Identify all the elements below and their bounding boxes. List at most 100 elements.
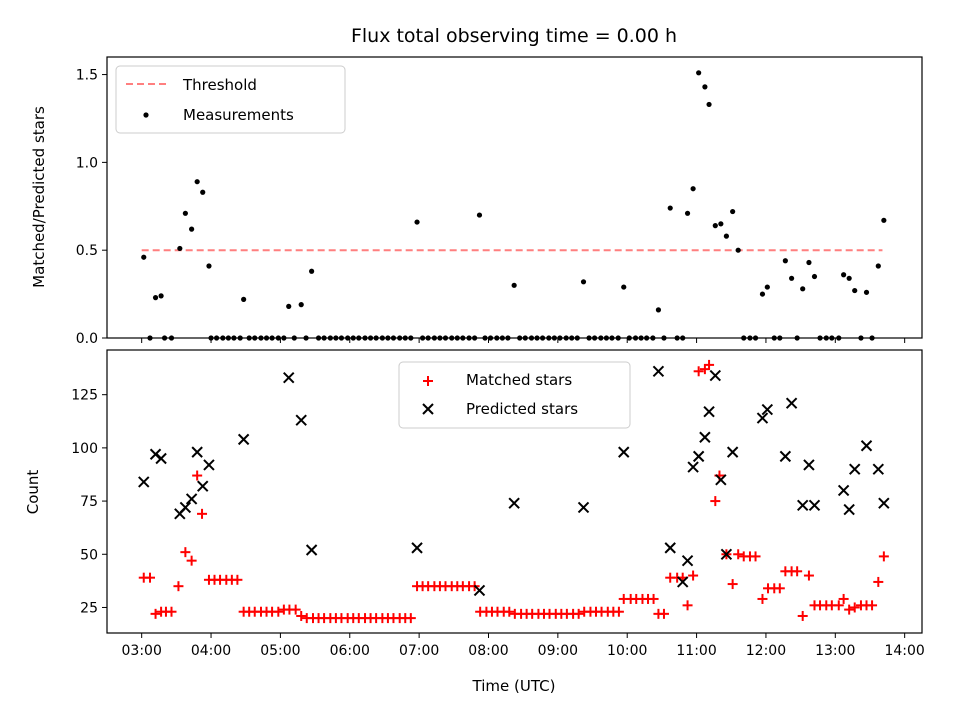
predicted-star-point xyxy=(779,450,792,463)
top-ytick-label: 1.0 xyxy=(76,155,98,171)
matched-star-point xyxy=(290,604,301,615)
measurement-point xyxy=(511,282,517,288)
measurement-point xyxy=(206,263,212,269)
top-ylabel: Matched/Predicted stars xyxy=(30,106,48,288)
predicted-star-point xyxy=(709,369,722,382)
measurement-point xyxy=(152,295,159,301)
predicted-star-point xyxy=(720,548,733,560)
measurement-point xyxy=(684,210,691,216)
bottom-ytick-label: 100 xyxy=(71,441,98,457)
matched-star-point xyxy=(166,606,177,617)
predicted-star-point xyxy=(664,542,676,554)
predicted-star-point xyxy=(837,484,850,497)
predicted-star-point xyxy=(203,459,215,471)
matched-star-point xyxy=(693,366,704,377)
matched-star-point xyxy=(710,496,721,507)
predicted-star-point xyxy=(305,544,318,556)
matched-star-point xyxy=(774,583,785,594)
predicted-star-point xyxy=(618,446,630,458)
xtick-label: 08:00 xyxy=(468,643,508,659)
measurement-point xyxy=(476,212,483,218)
measurement-point xyxy=(846,275,852,281)
measurement-point xyxy=(881,217,887,223)
predicted-star-point xyxy=(692,450,705,463)
bottom-x-ticks: 03:00 04:00 05:00 06:00 07:00 08:00 09:00 10:00… xyxy=(122,633,925,659)
measurement-point xyxy=(863,289,870,295)
measurement-point xyxy=(194,179,200,185)
legend-matched-swatch xyxy=(423,376,433,386)
matched-star-point xyxy=(849,602,860,613)
bottom-ytick-label: 25 xyxy=(80,600,98,616)
predicted-star-point xyxy=(860,440,873,452)
measurement-point xyxy=(298,302,304,308)
bottom-ytick-label: 75 xyxy=(80,494,98,510)
bottom-ylabel: Count xyxy=(24,470,42,515)
predicted-star-point xyxy=(761,403,774,416)
matched-star-point xyxy=(682,600,693,611)
predicted-star-point xyxy=(872,463,885,475)
bottom-legend: Matched stars Predicted stars xyxy=(398,361,631,429)
matched-star-point xyxy=(613,606,624,617)
top-y-ticks: 0.0 0.5 1.0 1.5 xyxy=(76,68,107,347)
xtick-label: 09:00 xyxy=(538,643,578,659)
matched-star-point xyxy=(757,593,768,604)
measurement-point xyxy=(189,226,195,232)
top-ytick-label: 1.5 xyxy=(76,68,98,84)
measurement-point xyxy=(735,247,741,253)
predicted-star-point xyxy=(756,412,769,424)
measurement-point xyxy=(158,293,164,299)
predicted-star-point xyxy=(652,365,665,377)
xtick-label: 04:00 xyxy=(191,643,231,659)
matched-star-point xyxy=(878,551,889,562)
predicted-star-point xyxy=(796,499,809,512)
bottom-plot: 25 50 75 100 125 03:00 04:00 05:00 06:00 07:00 08… xyxy=(24,349,925,695)
predicted-star-point xyxy=(803,459,815,471)
measurement-point xyxy=(414,219,420,225)
matched-star-point xyxy=(405,613,416,624)
matched-star-point xyxy=(180,547,191,558)
measurement-point xyxy=(759,291,766,297)
xtick-label: 07:00 xyxy=(399,643,439,659)
legend-predicted-label: Predicted stars xyxy=(466,400,578,418)
predicted-star-point xyxy=(715,474,727,486)
matched-star-point xyxy=(750,551,761,562)
matched-star-point xyxy=(186,555,197,566)
top-ytick-label: 0.0 xyxy=(76,331,98,347)
measurement-point xyxy=(811,273,818,280)
matched-star-point xyxy=(873,576,884,587)
measurement-point xyxy=(789,275,795,281)
predicted-star-point xyxy=(703,405,715,418)
matched-star-point xyxy=(792,566,803,577)
matched-star-point xyxy=(727,579,738,590)
matched-star-point xyxy=(658,608,669,619)
measurement-point xyxy=(655,307,662,313)
predicted-star-point xyxy=(676,576,689,588)
measurement-point xyxy=(875,263,881,269)
measurement-point xyxy=(706,101,712,108)
measurement-point xyxy=(712,223,718,229)
predicted-star-point xyxy=(197,480,209,492)
matched-star-point xyxy=(504,606,515,617)
legend-measurements-label: Measurements xyxy=(183,106,294,124)
bottom-series xyxy=(138,359,890,624)
measurement-point xyxy=(806,259,812,266)
matched-star-point xyxy=(833,600,844,611)
predicted-star-point xyxy=(138,476,150,488)
predicted-star-point xyxy=(283,371,295,384)
predicted-star-point xyxy=(508,497,520,509)
legend-predicted-swatch xyxy=(422,403,434,415)
matched-star-point xyxy=(197,508,208,519)
predicted-star-point xyxy=(237,433,250,446)
predicted-star-point xyxy=(191,446,203,458)
top-plot-frame xyxy=(106,56,923,339)
top-plot: 0.0 0.5 1.0 1.5 Matched/Predicted stars Thr… xyxy=(30,56,923,347)
measurement-point xyxy=(800,286,806,292)
matched-star-point xyxy=(838,593,849,604)
xtick-label: 11:00 xyxy=(676,643,716,659)
matched-star-point xyxy=(867,600,878,611)
matched-star-point xyxy=(797,610,808,621)
measurement-point xyxy=(841,272,847,278)
bottom-ytick-label: 125 xyxy=(71,388,98,404)
predicted-star-point xyxy=(681,554,694,567)
